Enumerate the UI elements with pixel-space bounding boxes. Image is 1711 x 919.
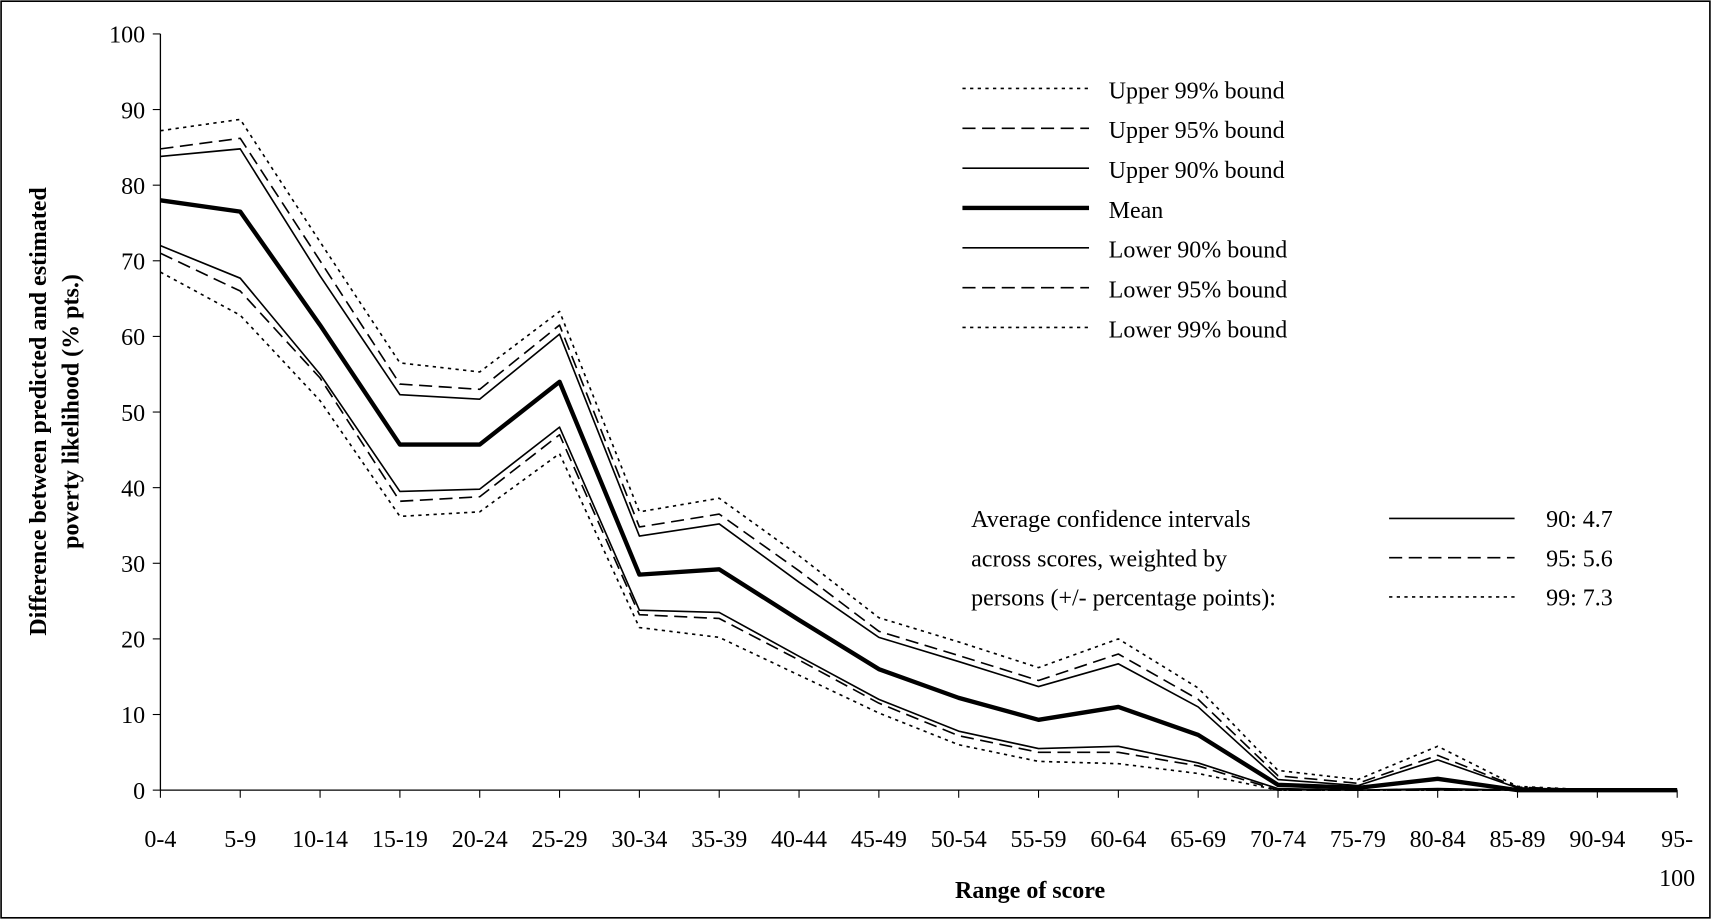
x-tick-label: 80-84 — [1410, 827, 1466, 853]
series-line — [160, 271, 1678, 791]
legend-label: Upper 99% bound — [1109, 78, 1285, 104]
legend-label: Upper 95% bound — [1109, 118, 1285, 144]
x-tick-label: 30-34 — [611, 827, 667, 853]
annotation: persons (+/- percentage points): — [971, 586, 1276, 612]
y-tick-label: 80 — [121, 174, 145, 200]
y-tick-label: 20 — [121, 628, 145, 654]
x-tick-label: 90-94 — [1569, 827, 1625, 853]
x-tick-label: 75-79 — [1330, 827, 1386, 853]
y-tick-label: 90 — [121, 98, 145, 124]
x-tick-label: 50-54 — [931, 827, 987, 853]
x-tick-label: 5-9 — [224, 827, 256, 853]
x-tick-label: 95- 100 — [1659, 827, 1695, 892]
ci-label: 90: 4.7 — [1546, 507, 1613, 533]
series-line — [160, 137, 1678, 791]
legend-label: Lower 95% bound — [1109, 277, 1288, 303]
x-tick-label: 20-24 — [452, 827, 508, 853]
ci-label: 99: 7.3 — [1546, 586, 1613, 612]
legend-label: Lower 99% bound — [1109, 317, 1288, 343]
legend-label: Upper 90% bound — [1109, 158, 1285, 184]
x-tick-label-part: 100 — [1659, 866, 1695, 892]
y-tick-label: 30 — [121, 552, 145, 578]
x-tick-label: 55-59 — [1011, 827, 1067, 853]
series-line — [160, 198, 1678, 793]
x-axis-label: Range of score — [955, 878, 1106, 904]
legend-label: Mean — [1109, 198, 1164, 224]
x-tick-label: 60-64 — [1090, 827, 1146, 853]
x-tick-label: 45-49 — [851, 827, 907, 853]
x-tick-label: 0-4 — [144, 827, 176, 853]
y-tick-label: 40 — [121, 476, 145, 502]
series-line — [160, 244, 1678, 791]
y-tick-label: 70 — [121, 250, 145, 276]
y-tick-label: 100 — [109, 23, 145, 49]
y-axis-label: Difference between predicted and estimat… — [26, 187, 52, 636]
series-line — [160, 118, 1678, 791]
y-tick-label: 60 — [121, 325, 145, 351]
y-tick-label: 0 — [133, 779, 145, 805]
y-tick-label: 10 — [121, 703, 145, 729]
annotation: Average confidence intervals — [971, 507, 1250, 533]
x-tick-label: 85-89 — [1490, 827, 1546, 853]
x-tick-label: 35-39 — [691, 827, 747, 853]
series-line — [160, 148, 1678, 791]
legend-label: Lower 90% bound — [1109, 238, 1288, 264]
x-tick-label: 70-74 — [1250, 827, 1306, 853]
annotation: across scores, weighted by — [971, 546, 1227, 572]
x-tick-label-part: 95- — [1661, 827, 1693, 853]
x-tick-label: 65-69 — [1170, 827, 1226, 853]
x-tick-label: 15-19 — [372, 827, 428, 853]
x-tick-label: 25-29 — [532, 827, 588, 853]
y-axis-label: poverty likelihood (% pts.) — [59, 274, 85, 549]
x-tick-label: 40-44 — [771, 827, 827, 853]
x-tick-label: 10-14 — [292, 827, 348, 853]
series-line — [160, 252, 1678, 791]
y-tick-label: 50 — [121, 401, 145, 427]
ci-label: 95: 5.6 — [1546, 546, 1613, 572]
